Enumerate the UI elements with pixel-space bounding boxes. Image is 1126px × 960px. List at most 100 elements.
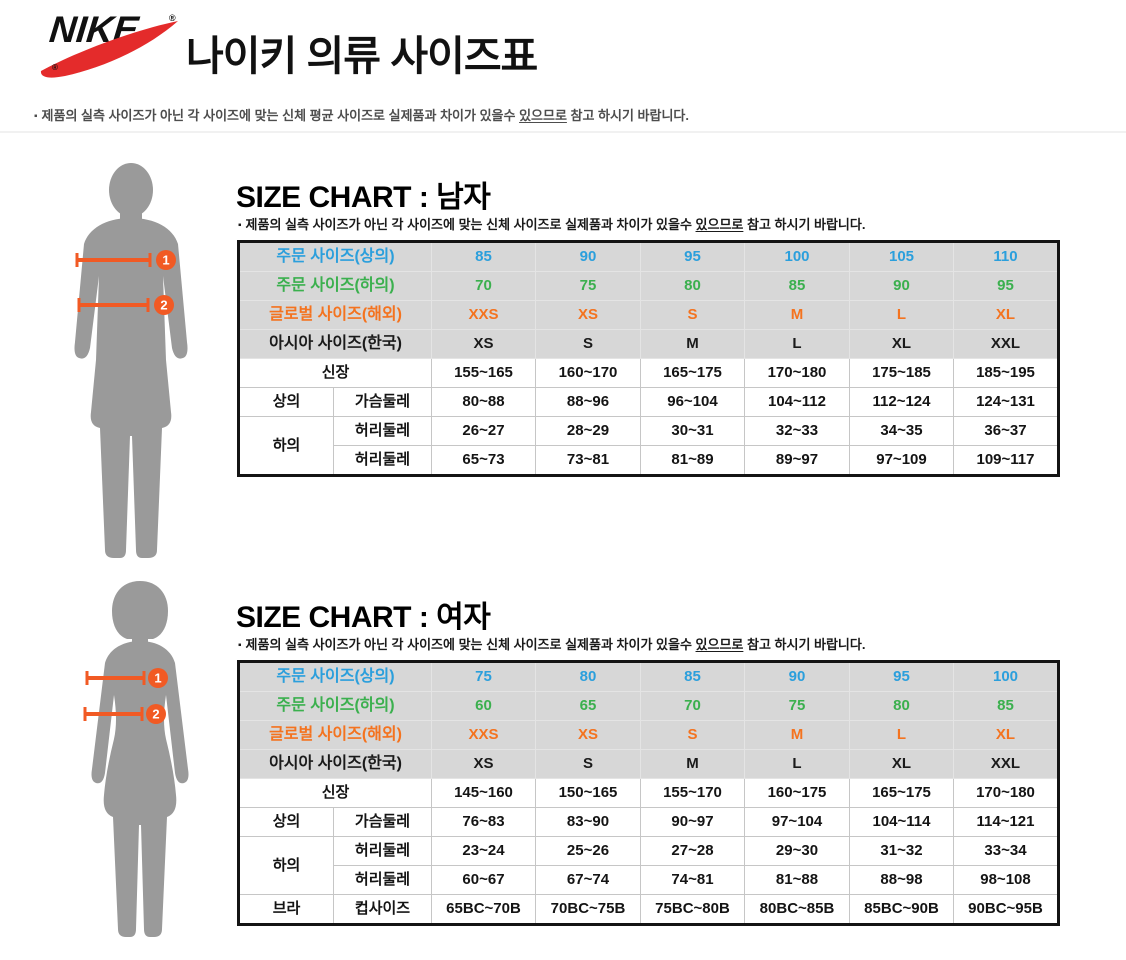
top-note-underlined: 있으므로 (519, 108, 567, 123)
size-value: 95 (849, 661, 954, 692)
row-label: 아시아 사이즈(한국) (238, 749, 432, 779)
male-body-shape (74, 163, 188, 558)
size-value: 32~33 (744, 416, 850, 446)
size-value: XL (953, 720, 1059, 750)
table-row: 상의 가슴둘레 80~88 88~96 96~104 104~112 112~124 124~… (238, 387, 1059, 417)
badge-number: 1 (162, 253, 169, 268)
female-silhouette: 1 2 (83, 581, 189, 937)
size-value: 160~170 (535, 358, 641, 388)
size-value: 30~31 (640, 416, 745, 446)
size-value: XXL (953, 329, 1059, 359)
size-value: M (744, 300, 850, 330)
size-value: L (849, 300, 954, 330)
row-group-label: 상의 (238, 807, 334, 837)
swoosh-icon (40, 21, 178, 78)
section-title-women: SIZE CHART : 여자 (236, 601, 491, 634)
size-value: 155~170 (640, 778, 745, 808)
size-value: 160~175 (744, 778, 850, 808)
size-value: 27~28 (640, 836, 745, 866)
size-value: XL (849, 329, 954, 359)
measure-badge-2: 2 (154, 295, 174, 315)
size-value: 90~97 (640, 807, 745, 837)
table-row: 신장 145~160 150~165 155~170 160~175 165~175 170… (238, 778, 1059, 808)
size-value: M (744, 720, 850, 750)
bullet-icon: ▪ (34, 111, 38, 122)
row-group-label: 하의 (238, 416, 334, 476)
row-label: 주문 사이즈(하의) (238, 271, 432, 301)
size-table-men: 주문 사이즈(상의) 85 90 95 100 105 110 주문 사이즈(하의) 70 75 8… (237, 240, 1060, 477)
size-value: 110 (953, 241, 1059, 272)
row-label: 허리둘레 (333, 836, 432, 866)
row-label: 주문 사이즈(상의) (238, 661, 432, 692)
size-value: 109~117 (953, 445, 1059, 476)
size-value: 67~74 (535, 865, 641, 895)
measure-badge-2: 2 (146, 704, 166, 724)
size-value: 36~37 (953, 416, 1059, 446)
size-value: 80BC~85B (744, 894, 850, 925)
page-title: 나이키 의류 사이즈표 (186, 33, 538, 79)
size-value: 98~108 (953, 865, 1059, 895)
size-value: 170~180 (953, 778, 1059, 808)
chest-measure-arrow (85, 671, 146, 685)
section-note-women: ▪ 제품의 실측 사이즈가 아닌 각 사이즈에 맞는 신체 사이즈로 실제품과 차… (238, 634, 865, 653)
row-label: 가슴둘레 (333, 807, 432, 837)
badge-number: 1 (154, 671, 161, 686)
size-value: 90 (744, 661, 850, 692)
size-value: 60 (431, 691, 536, 721)
note-suffix: 참고 하시기 바랍니다. (743, 217, 866, 232)
size-value: 23~24 (431, 836, 536, 866)
size-value: 85 (431, 241, 536, 272)
size-value: 85 (640, 661, 745, 692)
size-value: S (640, 300, 745, 330)
table-row: 주문 사이즈(상의) 85 90 95 100 105 110 (238, 241, 1059, 272)
size-value: L (744, 749, 850, 779)
size-value: 100 (744, 241, 850, 272)
size-value: 25~26 (535, 836, 641, 866)
size-value: 112~124 (849, 387, 954, 417)
table-row: 하의 허리둘레 23~24 25~26 27~28 29~30 31~32 33~34 (238, 836, 1059, 895)
size-value: 34~35 (849, 416, 954, 446)
size-value: 90BC~95B (953, 894, 1059, 925)
size-value: 65BC~70B (431, 894, 536, 925)
size-value: 95 (953, 271, 1059, 301)
size-value: 165~175 (849, 778, 954, 808)
note-suffix: 참고 하시기 바랍니다. (743, 637, 866, 652)
size-value: S (535, 329, 641, 359)
row-group-label: 하의 (238, 836, 334, 895)
row-label: 글로벌 사이즈(해외) (238, 720, 432, 750)
note-text: 제품의 실측 사이즈가 아닌 각 사이즈에 맞는 신체 사이즈로 실제품과 차이… (245, 637, 696, 652)
table-row: 아시아 사이즈(한국) XS S M L XL XXL (238, 749, 1059, 779)
size-value: 185~195 (953, 358, 1059, 388)
size-value: 80 (849, 691, 954, 721)
size-value: 89~97 (744, 445, 850, 476)
size-value: 85BC~90B (849, 894, 954, 925)
row-label: 허리둘레 (333, 445, 432, 476)
note-text: 제품의 실측 사이즈가 아닌 각 사이즈에 맞는 신체 사이즈로 실제품과 차이… (245, 217, 696, 232)
size-value: 75 (744, 691, 850, 721)
size-value: 100 (953, 661, 1059, 692)
size-table-women: 주문 사이즈(상의) 75 80 85 90 95 100 주문 사이즈(하의) 60 65 70 7… (237, 660, 1060, 926)
size-value: 29~30 (744, 836, 850, 866)
size-value: 97~104 (744, 807, 850, 837)
table-row: 상의 가슴둘레 76~83 83~90 90~97 97~104 104~114 114~12… (238, 807, 1059, 837)
size-value: L (849, 720, 954, 750)
size-value: 90 (849, 271, 954, 301)
size-value: XS (535, 720, 641, 750)
size-value: 85 (953, 691, 1059, 721)
male-silhouette: 1 2 (74, 163, 188, 558)
size-value: 96~104 (640, 387, 745, 417)
table-row: 허리둘레 60~67 67~74 74~81 81~88 88~98 98~108 (239, 865, 1059, 895)
row-label: 컵사이즈 (333, 894, 432, 925)
size-value: 95 (640, 241, 745, 272)
size-value: 33~34 (953, 836, 1059, 866)
badge-number: 2 (160, 298, 167, 313)
size-value: 85 (744, 271, 850, 301)
row-label: 주문 사이즈(상의) (238, 241, 432, 272)
measure-badge-1: 1 (148, 668, 168, 688)
size-value: XXL (953, 749, 1059, 779)
size-value: XL (953, 300, 1059, 330)
size-value: 145~160 (431, 778, 536, 808)
row-label: 신장 (238, 358, 432, 388)
size-value: 81~89 (640, 445, 745, 476)
size-value: L (744, 329, 850, 359)
